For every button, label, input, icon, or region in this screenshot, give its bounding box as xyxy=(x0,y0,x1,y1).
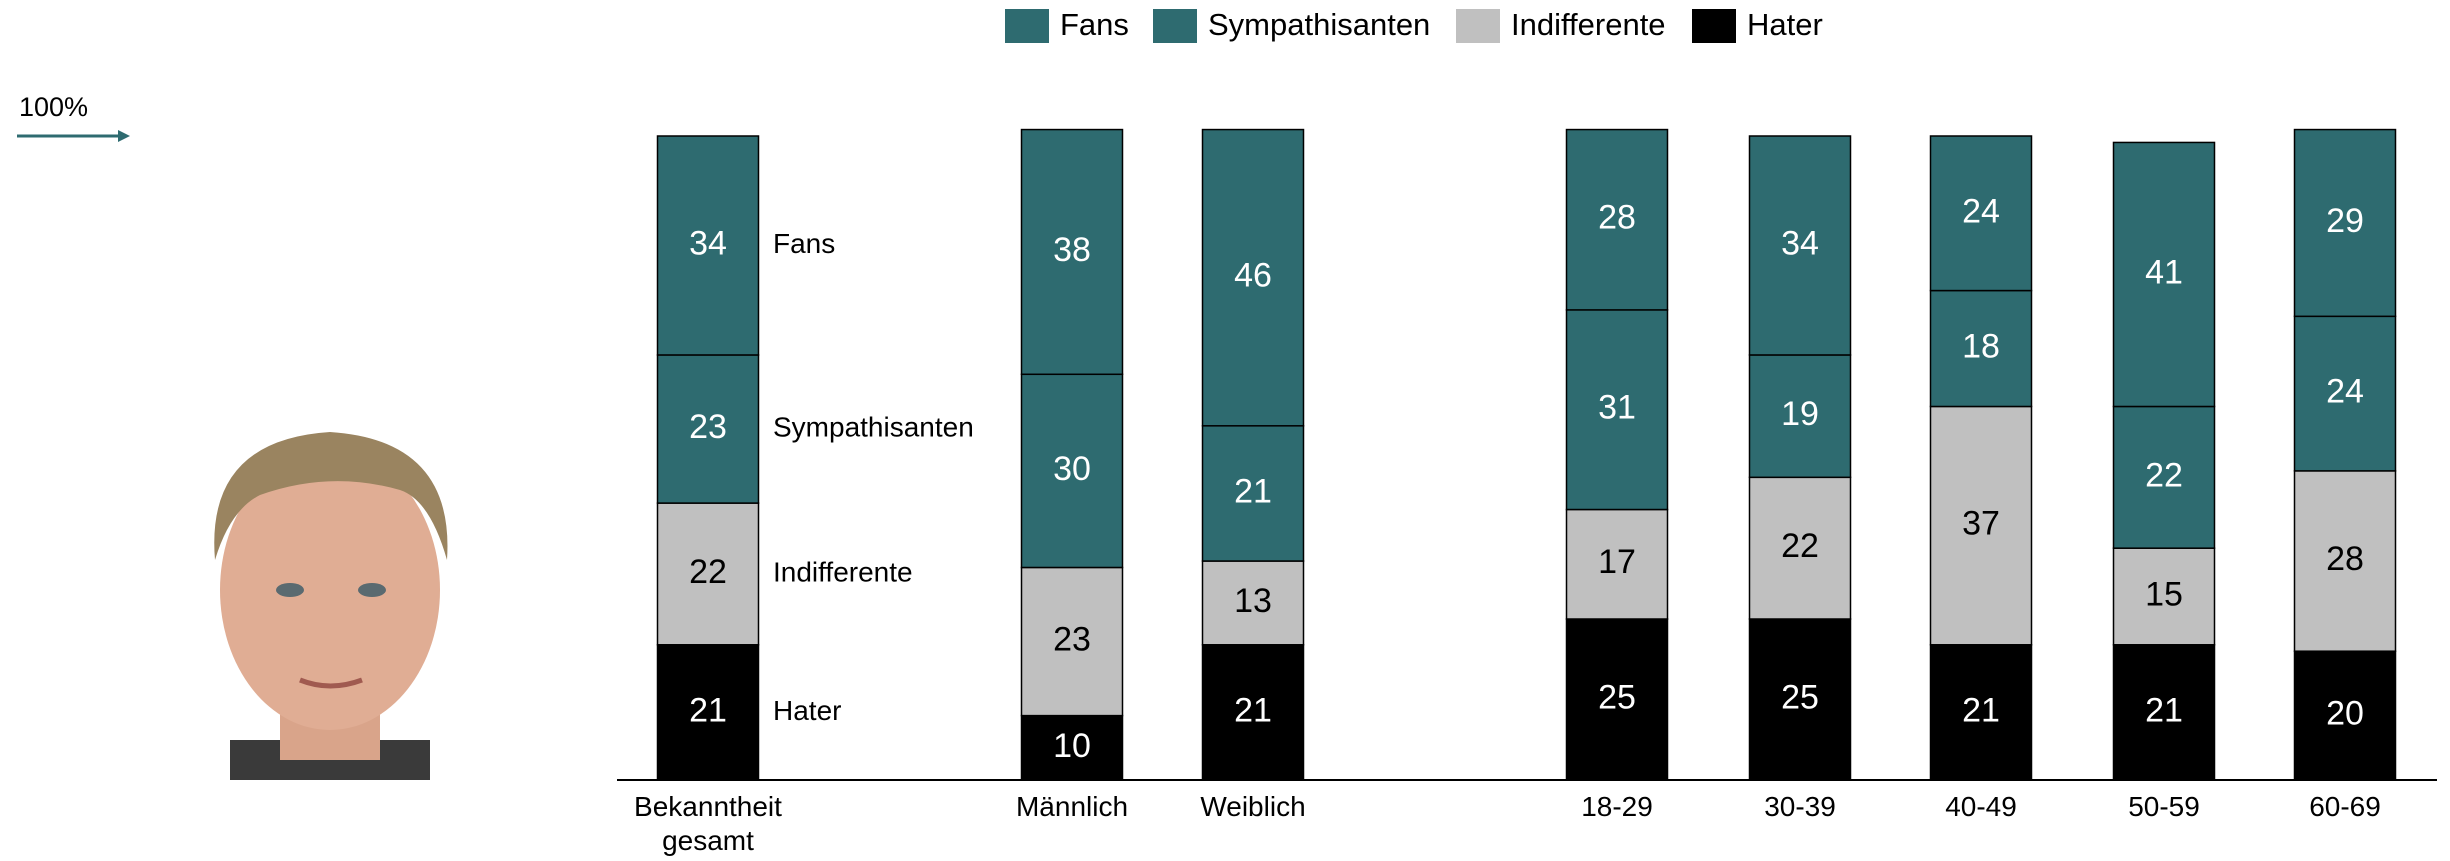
value-label: 24 xyxy=(1962,192,2000,230)
segment-label: Sympathisanten xyxy=(773,411,974,442)
page: 100% Fans Sympathisanten Indifferente Hater 2… xyxy=(0,0,2450,861)
legend-swatch xyxy=(1456,9,1500,43)
segment-label: Fans xyxy=(773,228,835,259)
value-label: 37 xyxy=(1962,505,2000,543)
value-label: 20 xyxy=(2326,695,2364,733)
value-label: 19 xyxy=(1781,395,1819,433)
segment-label: Indifferente xyxy=(773,556,913,587)
x-tick-label: 60-69 xyxy=(2245,790,2445,824)
value-label: 10 xyxy=(1053,727,1091,765)
legend-label: Sympathisanten xyxy=(1208,7,1430,42)
legend-swatch xyxy=(1692,9,1736,43)
value-label: 23 xyxy=(689,408,727,446)
x-tick-label: 30-39 xyxy=(1700,790,1900,824)
legend-swatch xyxy=(1153,9,1197,43)
y-tick-label: 100% xyxy=(19,92,88,122)
value-label: 28 xyxy=(2326,540,2364,578)
x-tick-label: Männlich xyxy=(972,790,1172,824)
value-label: 46 xyxy=(1234,257,1272,295)
x-tick-label: Weiblich xyxy=(1153,790,1353,824)
value-label: 24 xyxy=(2326,373,2364,411)
legend-label: Indifferente xyxy=(1511,7,1666,42)
value-label: 29 xyxy=(2326,202,2364,240)
value-label: 23 xyxy=(1053,621,1091,659)
value-label: 22 xyxy=(689,553,727,591)
x-tick-label: 18-29 xyxy=(1517,790,1717,824)
value-label: 30 xyxy=(1053,450,1091,488)
value-label: 18 xyxy=(1962,328,2000,366)
value-label: 25 xyxy=(1598,678,1636,716)
value-label: 21 xyxy=(1234,691,1272,729)
photo xyxy=(214,432,447,780)
legend-label: Hater xyxy=(1747,7,1823,42)
segment-label: Hater xyxy=(773,695,841,726)
value-label: 41 xyxy=(2145,253,2183,291)
value-label: 21 xyxy=(689,691,727,729)
value-label: 15 xyxy=(2145,575,2183,613)
value-label: 17 xyxy=(1598,543,1636,581)
value-label: 31 xyxy=(1598,389,1636,427)
value-label: 34 xyxy=(1781,224,1819,262)
value-label: 22 xyxy=(1781,527,1819,565)
value-label: 22 xyxy=(2145,456,2183,494)
value-label: 21 xyxy=(1234,472,1272,510)
legend-swatch xyxy=(1005,9,1049,43)
value-label: 28 xyxy=(1598,199,1636,237)
value-label: 21 xyxy=(2145,691,2183,729)
x-tick-label: Bekanntheit gesamt xyxy=(633,790,783,858)
arrow-head xyxy=(118,130,130,142)
value-label: 25 xyxy=(1781,678,1819,716)
value-label: 13 xyxy=(1234,582,1272,620)
value-label: 34 xyxy=(689,224,727,262)
legend-label: Fans xyxy=(1060,7,1129,42)
x-tick-label: 40-49 xyxy=(1881,790,2081,824)
value-label: 38 xyxy=(1053,231,1091,269)
value-label: 21 xyxy=(1962,691,2000,729)
x-tick-label: 50-59 xyxy=(2064,790,2264,824)
chart: 100% Fans Sympathisanten Indifferente Hater 2… xyxy=(0,0,2450,861)
